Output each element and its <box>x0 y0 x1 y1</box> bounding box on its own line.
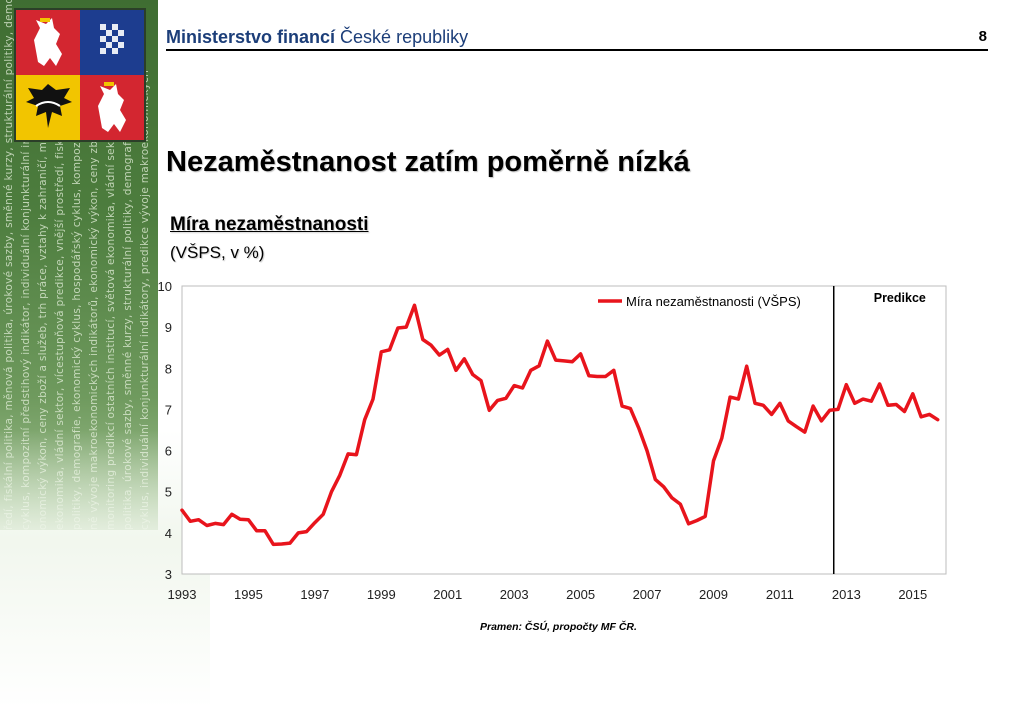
chart-subtitle: (VŠPS, v %) <box>170 243 265 262</box>
side-banner-fade <box>0 430 210 708</box>
x-tick-label: 2013 <box>832 587 861 602</box>
header-organization: Ministerstvo financí České republiky <box>166 27 468 48</box>
x-tick-label: 2005 <box>566 587 595 602</box>
y-axis-ticks: 3 4 5 6 7 8 9 10 <box>158 279 172 582</box>
x-tick-label: 1995 <box>234 587 263 602</box>
x-tick-label: 2015 <box>898 587 927 602</box>
x-tick-label: 1999 <box>367 587 396 602</box>
x-tick-label: 2007 <box>633 587 662 602</box>
y-tick-label: 4 <box>165 526 172 541</box>
slide-title: Nezaměstnanost zatím poměrně nízká <box>166 146 690 178</box>
y-tick-label: 3 <box>165 567 172 582</box>
y-tick-label: 8 <box>165 361 172 376</box>
y-tick-label: 7 <box>165 402 172 417</box>
series-line-unemployment <box>180 303 940 547</box>
x-tick-label: 2001 <box>433 587 462 602</box>
y-tick-label: 10 <box>158 279 172 294</box>
x-tick-label: 2011 <box>766 587 794 602</box>
x-tick-label: 1993 <box>168 587 197 602</box>
page-number: 8 <box>978 28 987 45</box>
header-divider <box>166 49 988 51</box>
unemployment-line-chart: 3 4 5 6 7 8 9 10 1993 1995 1997 1999 2001 2003 2005 20… <box>158 279 947 602</box>
x-axis-ticks: 1993 1995 1997 1999 2001 2003 2005 2007 2009 2011… <box>168 587 928 602</box>
plot-area-border <box>181 285 947 575</box>
header-org-bold: Ministerstvo financí <box>166 27 336 47</box>
y-tick-label: 5 <box>165 485 172 500</box>
x-tick-label: 1997 <box>300 587 329 602</box>
x-tick-label: 2003 <box>500 587 529 602</box>
header-org-rest: České republiky <box>340 27 469 47</box>
legend-label: Míra nezaměstnanosti (VŠPS) <box>626 294 801 309</box>
x-tick-label: 2009 <box>699 587 728 602</box>
chart-title: Míra nezaměstnanosti <box>170 214 369 235</box>
source-note: Pramen: ČSÚ, propočty MF ČR. <box>480 621 637 633</box>
forecast-label: Predikce <box>874 291 926 305</box>
y-tick-label: 6 <box>165 444 172 459</box>
y-tick-label: 9 <box>165 320 172 335</box>
coat-of-arms-emblem <box>14 8 146 142</box>
